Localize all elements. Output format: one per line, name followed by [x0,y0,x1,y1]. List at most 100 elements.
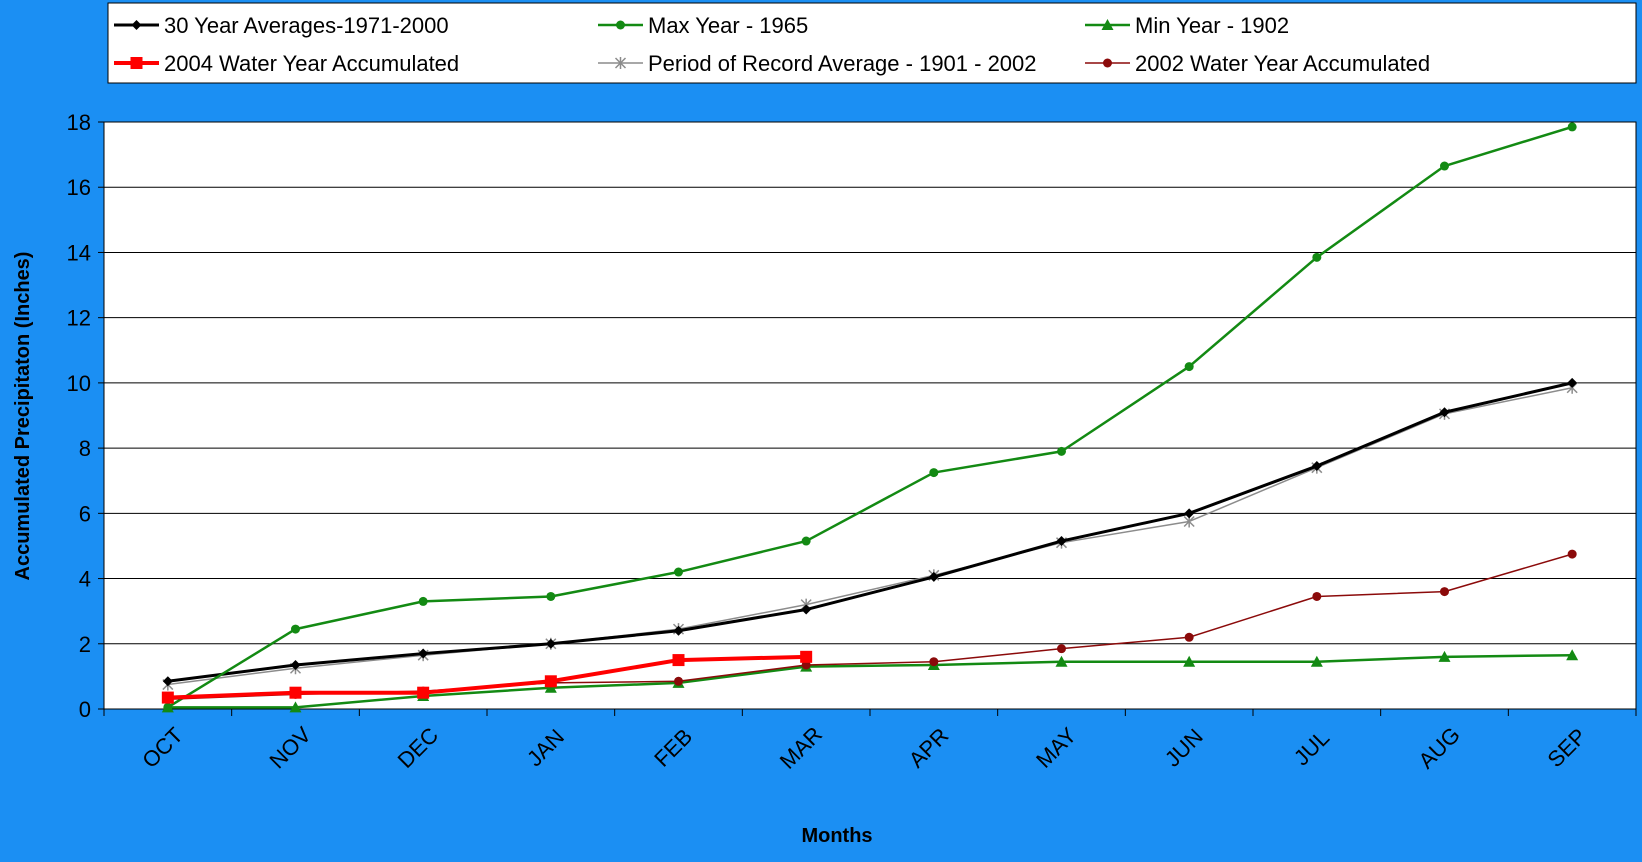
data-point [1312,252,1322,262]
data-point [1312,591,1322,601]
data-point [1310,655,1323,667]
data-point [163,702,173,712]
plot-area [103,121,1637,710]
x-tick-label: JAN [522,724,569,771]
legend-label: Max Year - 1965 [648,13,808,38]
gridlines [104,186,1636,645]
legend-entry: 2002 Water Year Accumulated [1085,51,1430,76]
legend-label: 2004 Water Year Accumulated [164,51,459,76]
data-point [544,675,557,688]
data-point [418,596,428,606]
data-point [616,20,625,30]
y-tick-label: 16 [67,175,91,200]
series-path [167,653,1573,709]
series-layer [161,122,1579,713]
data-point [289,701,302,713]
data-point [1101,19,1114,30]
legend-entry: Max Year - 1965 [598,13,808,38]
data-point [614,57,627,69]
x-tick-label: MAY [1031,722,1081,772]
series-path [167,654,807,700]
x-tick-label: JUL [1289,725,1334,770]
legend-entry: 30 Year Averages-1971-2000 [114,13,449,38]
legend-entry: Min Year - 1902 [1085,13,1289,38]
legend: 30 Year Averages-1971-2000 Max Year - 196… [114,13,1430,76]
data-point [674,567,683,577]
data-point [1567,122,1577,132]
y-tick-label: 12 [67,306,91,331]
data-point [1440,587,1449,597]
data-point [162,676,173,687]
series-line [161,650,813,704]
y-tick-label: 18 [67,110,91,135]
data-point [1184,632,1194,642]
data-point [130,57,143,69]
x-tick-label: MAR [775,722,827,774]
x-tick-label: SEP [1542,723,1591,772]
data-point [1567,549,1577,559]
legend-label: 30 Year Averages-1971-2000 [164,13,449,38]
y-axis-title: Accumulated Precipitaton (Inches) [12,252,34,581]
series-path [167,125,1573,709]
data-point [1311,461,1322,472]
legend-label: 2002 Water Year Accumulated [1135,51,1430,76]
data-point [1440,161,1449,171]
data-point [291,624,300,634]
x-axis-title: Months [801,825,872,847]
x-tick-label: OCT [137,722,188,773]
data-point [1057,446,1066,456]
data-point [1057,644,1066,654]
data-point [1103,58,1112,68]
x-tick-label: DEC [393,722,444,773]
x-tick-label: NOV [264,722,316,774]
series-path [167,387,1573,686]
series-path [167,381,1573,683]
data-point [1438,650,1451,662]
data-point [672,654,685,667]
x-tick-label: JUN [1160,724,1208,772]
y-tick-label: 2 [79,632,91,657]
x-tick-label: AUG [1413,722,1464,773]
data-point [418,648,429,659]
data-point [131,20,142,30]
data-point [801,536,811,546]
x-tick-label: APR [904,723,954,773]
legend-box [107,2,1637,84]
y-tick-label: 6 [79,501,91,526]
data-point [1055,655,1068,667]
data-point [929,468,939,478]
data-point [1184,508,1195,519]
data-point [673,625,684,636]
legend-entry: 2004 Water Year Accumulated [114,51,459,76]
data-point [801,604,812,615]
y-tick-label: 0 [79,697,91,722]
data-point [1183,655,1196,667]
y-tick-label: 4 [79,567,91,592]
series-line [161,649,1579,713]
y-tick-label: 8 [79,436,91,461]
legend-label: Period of Record Average - 1901 - 2002 [648,51,1037,76]
y-tick-label: 10 [67,371,91,396]
data-point [289,686,302,699]
data-point [1567,377,1578,388]
x-axis: OCT NOV DEC JAN FEB MAR APR MAY JUN JUL AUG SEP [103,709,1637,774]
data-point [546,591,556,601]
data-point [161,691,174,704]
data-point [929,657,939,667]
x-tick-label: FEB [649,724,697,772]
data-point [1056,536,1067,547]
data-point [1566,649,1579,661]
data-point [1184,362,1194,372]
y-axis: 0 2 4 6 8 10 12 14 16 18 [67,110,104,722]
y-tick-label: 14 [67,240,91,265]
data-point [290,659,301,670]
series-line [163,122,1577,712]
legend-entry: Period of Record Average - 1901 - 2002 [598,51,1037,76]
data-point [928,571,939,582]
legend-label: Min Year - 1902 [1135,13,1289,38]
data-point [417,686,430,699]
data-point [800,650,813,663]
data-point [674,676,683,686]
